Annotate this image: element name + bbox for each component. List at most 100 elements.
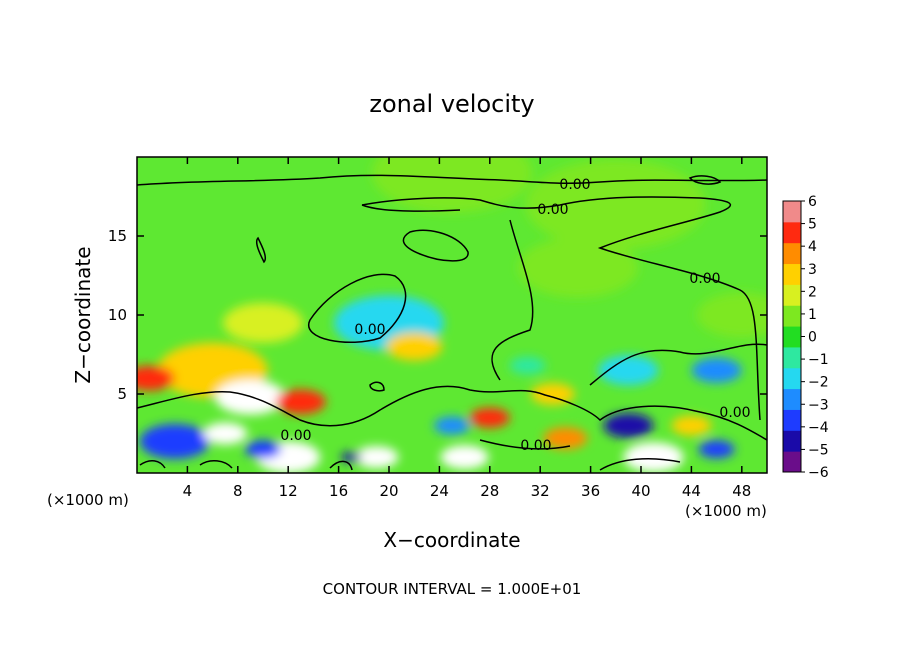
field-region — [530, 383, 575, 405]
field-region — [203, 422, 248, 445]
contour-line — [369, 381, 385, 392]
x-tick-label: 48 — [732, 482, 751, 500]
contour-line — [199, 460, 233, 469]
colorbar-swatch — [783, 305, 801, 327]
contour-line — [688, 175, 722, 185]
colorbar-swatch — [783, 221, 801, 244]
colorbar-tick-label: 3 — [808, 262, 817, 278]
field-region — [139, 423, 210, 459]
contour-line — [139, 460, 166, 469]
colorbar-swatch — [783, 284, 801, 306]
field-region — [137, 365, 175, 391]
zero-contours — [137, 174, 767, 471]
x-tick-label: 20 — [379, 482, 398, 500]
colorbar-tick-label: −2 — [808, 375, 829, 391]
field-region — [518, 237, 638, 298]
contour-line — [307, 273, 407, 344]
contour-label: 0.00 — [280, 428, 311, 444]
x-tick-label: 28 — [480, 482, 499, 500]
x-tick-label: 40 — [631, 482, 650, 500]
colorbar-tick-label: 4 — [808, 239, 817, 255]
velocity-field — [137, 157, 767, 473]
contour-line — [255, 236, 267, 264]
field-region — [698, 440, 735, 459]
field-region — [623, 442, 684, 473]
field-region — [671, 415, 712, 436]
contour-line — [361, 196, 761, 421]
colorbar: 6 5 4 3 2 1 0 −1 −2 −3 −4 −5 −6 — [782, 194, 829, 481]
contour-labels: 0.00 0.00 0.00 0.00 0.00 0.00 0.00 — [280, 177, 750, 454]
colorbar-tick-label: −6 — [808, 465, 829, 481]
x-tick-label: 12 — [279, 482, 298, 500]
y-tick-label: 15 — [108, 227, 127, 245]
colorbar-swatch — [783, 430, 801, 452]
chart-title: zonal velocity — [369, 90, 534, 118]
x-tick-label: 44 — [682, 482, 701, 500]
field-region — [603, 413, 654, 439]
contour-label: 0.00 — [520, 438, 551, 454]
field-region — [440, 445, 489, 470]
field-region — [341, 452, 362, 463]
contour-label: 0.00 — [559, 177, 590, 193]
y-ticks: 5 10 15 — [108, 227, 767, 403]
x-tick-label: 24 — [430, 482, 449, 500]
colorbar-swatch — [783, 451, 801, 473]
contour-line — [491, 219, 534, 381]
x-axis-title: X−coordinate — [383, 528, 520, 552]
contour-label: 0.00 — [689, 271, 720, 287]
colorbar-tick-label: 1 — [808, 307, 817, 323]
colorbar-tick-label: −4 — [808, 420, 829, 436]
field-region — [386, 332, 443, 361]
contour-line — [329, 460, 353, 471]
field-region — [691, 357, 742, 383]
colorbar-swatch — [783, 388, 801, 410]
contour-line — [599, 458, 681, 471]
colorbar-tick-label: 2 — [808, 284, 817, 300]
colorbar-swatch — [783, 367, 801, 390]
y-axis-title: Z−coordinate — [71, 246, 95, 383]
field-region — [275, 389, 326, 415]
field-region — [245, 440, 281, 459]
colorbar-tick-label: −3 — [808, 397, 829, 413]
x-tick-label: 36 — [581, 482, 600, 500]
colorbar-swatch — [783, 346, 801, 369]
x-ticks: 4 8 12 16 20 24 28 32 36 40 44 48 — [183, 157, 751, 500]
colorbar-tick-label: 6 — [808, 194, 817, 210]
colorbar-swatch — [783, 263, 801, 285]
contour-line — [137, 385, 767, 441]
colorbar-tick-label: 0 — [808, 330, 817, 346]
contour-interval-note: CONTOUR INTERVAL = 1.000E+01 — [323, 580, 582, 598]
x-tick-label: 16 — [329, 482, 348, 500]
colorbar-tick-label: −1 — [808, 352, 829, 368]
contour-label: 0.00 — [537, 202, 568, 218]
field-region — [598, 355, 659, 386]
contour-line — [361, 204, 461, 212]
x-tick-label: 8 — [233, 482, 243, 500]
colorbar-tick-label: −5 — [808, 442, 829, 458]
colorbar-swatch — [783, 242, 801, 265]
contour-line — [137, 174, 767, 186]
field-region — [696, 292, 767, 338]
plot-area: 0.000.000.000.000.000.000.00 4 8 12 16 20 24 2… — [108, 156, 768, 500]
field-region — [434, 416, 470, 435]
x-tick-label: 32 — [531, 482, 550, 500]
x-tick-label: 4 — [183, 482, 193, 500]
contour-line — [589, 343, 767, 386]
field-region — [354, 446, 399, 469]
colorbar-tick-label: 5 — [808, 217, 817, 233]
contour-label: 0.00 — [354, 322, 385, 338]
contour-line — [402, 229, 469, 262]
colorbar-swatch — [783, 326, 801, 348]
y-tick-label: 10 — [108, 306, 127, 324]
colorbar-swatch — [783, 409, 801, 431]
field-region — [509, 356, 546, 375]
x-unit-left: (×1000 m) — [47, 491, 129, 509]
x-unit-right: (×1000 m) — [685, 502, 767, 520]
colorbar-swatch — [783, 201, 801, 223]
y-tick-label: 5 — [117, 385, 127, 403]
contour-line — [479, 439, 571, 450]
field-region — [469, 407, 510, 428]
field-region — [543, 427, 588, 450]
field-region — [525, 159, 706, 250]
field-region — [223, 302, 303, 343]
